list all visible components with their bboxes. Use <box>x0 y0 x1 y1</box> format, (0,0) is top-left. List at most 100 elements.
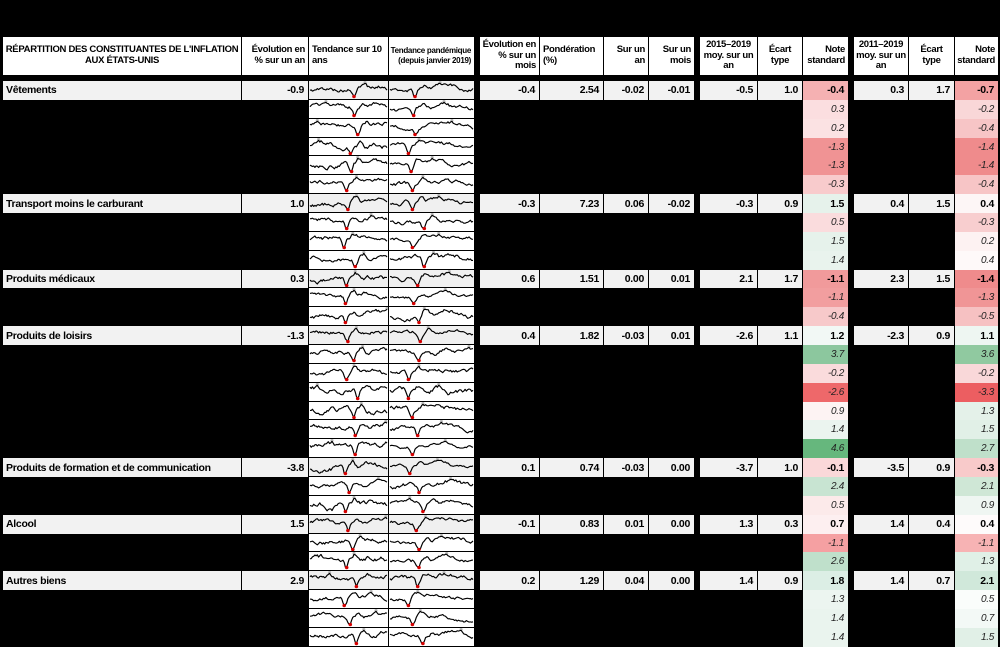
category-label: Autres biens <box>3 571 242 591</box>
hidden-value <box>700 609 758 628</box>
note-standard-value: -0.4 <box>955 118 999 138</box>
header-divider <box>3 75 999 81</box>
hidden-value <box>909 250 955 270</box>
hidden-value <box>854 213 909 232</box>
ecart-type-value: 0.9 <box>909 326 955 346</box>
column-gap <box>849 477 854 496</box>
category-row: Produits médicaux 0.3 0.6 1.51 0.00 0.01 2.1 1.… <box>3 269 999 289</box>
hidden-value <box>649 590 695 610</box>
hidden-value <box>909 401 955 421</box>
hidden-value <box>649 627 695 647</box>
hidden-value <box>854 533 909 553</box>
note-standard-value: 0.7 <box>803 514 849 534</box>
hidden-value <box>700 156 758 176</box>
hidden-value <box>649 495 695 515</box>
header-moy-2015-2019: 2015–2019 moy. sur un an <box>700 37 758 75</box>
hidden-value <box>649 552 695 572</box>
note-standard-value: 1.8 <box>803 571 849 591</box>
sparkline-pandemic <box>389 288 475 308</box>
hidden-value <box>604 175 649 195</box>
column-gap <box>849 609 854 628</box>
sparkline-10y <box>309 137 389 157</box>
column-gap <box>695 326 700 346</box>
hidden-value <box>242 609 309 628</box>
hidden-value <box>758 250 803 270</box>
sur-un-mois-value: -0.02 <box>649 194 695 214</box>
note-standard-value: -1.1 <box>803 288 849 308</box>
hidden-value <box>540 363 604 383</box>
hidden-value <box>540 156 604 176</box>
hidden-value <box>758 590 803 610</box>
hidden-value <box>700 175 758 195</box>
subcomponent-row: 1.4 0.4 <box>3 250 999 270</box>
header-tendance-pandemique: Tendance pandémique (depuis janvier 2019… <box>389 37 475 75</box>
sparkline-10y <box>309 81 389 100</box>
column-gap <box>475 307 480 327</box>
hidden-label <box>3 288 242 308</box>
hidden-value <box>242 250 309 270</box>
header-moy-2011-2019: 2011–2019 moy. sur un an <box>854 37 909 75</box>
hidden-value <box>758 175 803 195</box>
hidden-value <box>480 99 540 119</box>
header-ecart-type: Écart type <box>909 37 955 75</box>
note-standard-value: 1.5 <box>955 627 999 647</box>
column-gap <box>475 250 480 270</box>
sparkline-10y <box>309 118 389 138</box>
note-standard-value: 0.2 <box>803 118 849 138</box>
hidden-value <box>540 533 604 553</box>
hidden-value <box>604 590 649 610</box>
hidden-value <box>480 118 540 138</box>
evolution-an-value: 1.0 <box>242 194 309 214</box>
hidden-value <box>242 213 309 232</box>
column-gap <box>849 156 854 176</box>
hidden-value <box>758 533 803 553</box>
subcomponent-row: 4.6 2.7 <box>3 439 999 459</box>
category-label: Alcool <box>3 514 242 534</box>
hidden-value <box>758 363 803 383</box>
hidden-value <box>758 118 803 138</box>
sur-un-mois-value: 0.01 <box>649 269 695 289</box>
hidden-value <box>758 420 803 440</box>
column-gap <box>695 345 700 364</box>
column-gap <box>695 156 700 176</box>
hidden-value <box>540 213 604 232</box>
hidden-label <box>3 213 242 232</box>
category-label: Produits de loisirs <box>3 326 242 346</box>
note-standard-value: -1.3 <box>803 156 849 176</box>
hidden-label <box>3 533 242 553</box>
ponderation-value: 1.82 <box>540 326 604 346</box>
note-standard-value: 0.4 <box>955 194 999 214</box>
hidden-value <box>540 627 604 647</box>
hidden-value <box>700 533 758 553</box>
column-gap <box>695 458 700 478</box>
hidden-label <box>3 363 242 383</box>
sparkline-10y <box>309 269 389 289</box>
table-body: Vêtements -0.9 -0.4 2.54 -0.02 -0.01 -0.5 1.0 -0… <box>3 81 999 647</box>
column-gap <box>475 137 480 157</box>
note-standard-value: 1.3 <box>955 552 999 572</box>
column-gap <box>849 250 854 270</box>
column-gap <box>849 231 854 251</box>
hidden-value <box>909 420 955 440</box>
column-gap <box>695 37 700 75</box>
subcomponent-row: 0.9 1.3 <box>3 401 999 421</box>
hidden-label <box>3 137 242 157</box>
hidden-value <box>604 552 649 572</box>
column-gap <box>695 118 700 138</box>
column-gap <box>849 175 854 195</box>
sparkline-10y <box>309 458 389 478</box>
moy-2015-2019-value: -2.6 <box>700 326 758 346</box>
column-gap <box>849 514 854 534</box>
sur-un-an-value: -0.02 <box>604 81 649 100</box>
hidden-value <box>700 99 758 119</box>
moy-2015-2019-value: -3.7 <box>700 458 758 478</box>
sparkline-pandemic <box>389 552 475 572</box>
hidden-value <box>604 382 649 402</box>
subcomponent-row: 1.3 0.5 <box>3 590 999 610</box>
hidden-value <box>758 307 803 327</box>
subcomponent-row: 2.4 2.1 <box>3 477 999 496</box>
subcomponent-row: -1.3 -1.4 <box>3 156 999 176</box>
table-title: RÉPARTITION DES CONSTITUANTES DE L'INFLA… <box>3 37 242 75</box>
column-gap <box>849 118 854 138</box>
hidden-value <box>540 99 604 119</box>
